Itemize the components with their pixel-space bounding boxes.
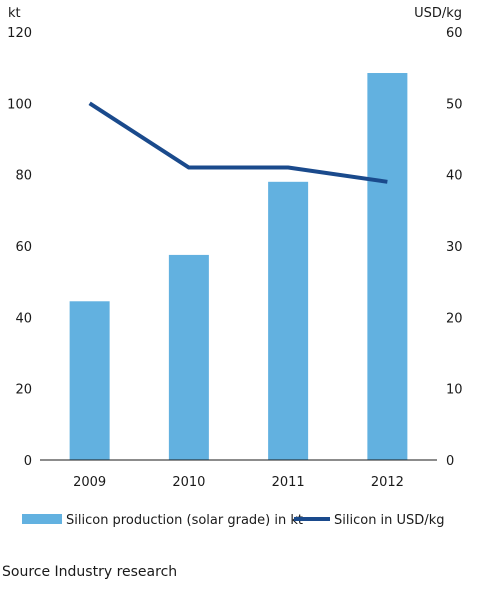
left-axis-tick: 100 — [7, 97, 32, 112]
right-axis-tick: 40 — [446, 169, 463, 184]
left-axis-tick: 20 — [15, 383, 32, 398]
right-axis-tick: 20 — [446, 311, 463, 326]
right-axis-tick: 50 — [446, 97, 463, 112]
right-axis-tick: 10 — [446, 383, 463, 398]
x-axis-tick: 2010 — [172, 475, 205, 490]
line-series-price — [88, 101, 388, 184]
left-axis-tick: 40 — [15, 311, 32, 326]
bar-2012 — [367, 73, 408, 461]
bar-2011 — [268, 181, 309, 461]
left-axis-tick: 120 — [7, 26, 32, 41]
bar-2010 — [168, 254, 209, 460]
legend-label-price: Silicon in USD/kg — [334, 513, 444, 528]
left-axis-unit: kt — [8, 6, 21, 21]
x-axis-tick: 2009 — [73, 475, 106, 490]
legend-label-production: Silicon production (solar grade) in kt — [66, 513, 303, 528]
x-axis-tick: 2012 — [371, 475, 404, 490]
chart: kt USD/kg 0 20 40 60 80 100 120 0 10 20 30 40 50 60 2009… — [7, 6, 463, 528]
source-note: Source Industry research — [2, 564, 178, 580]
bar-2009 — [69, 301, 110, 460]
left-axis-tick: 0 — [24, 454, 32, 469]
left-axis-tick: 80 — [15, 169, 32, 184]
right-axis-tick: 30 — [446, 240, 463, 255]
legend-swatch-production — [22, 514, 62, 524]
right-axis-tick: 60 — [446, 26, 463, 41]
right-axis-tick: 0 — [446, 454, 454, 469]
x-axis-tick: 2011 — [272, 475, 305, 490]
right-axis-unit: USD/kg — [414, 6, 462, 21]
left-axis-tick: 60 — [15, 240, 32, 255]
